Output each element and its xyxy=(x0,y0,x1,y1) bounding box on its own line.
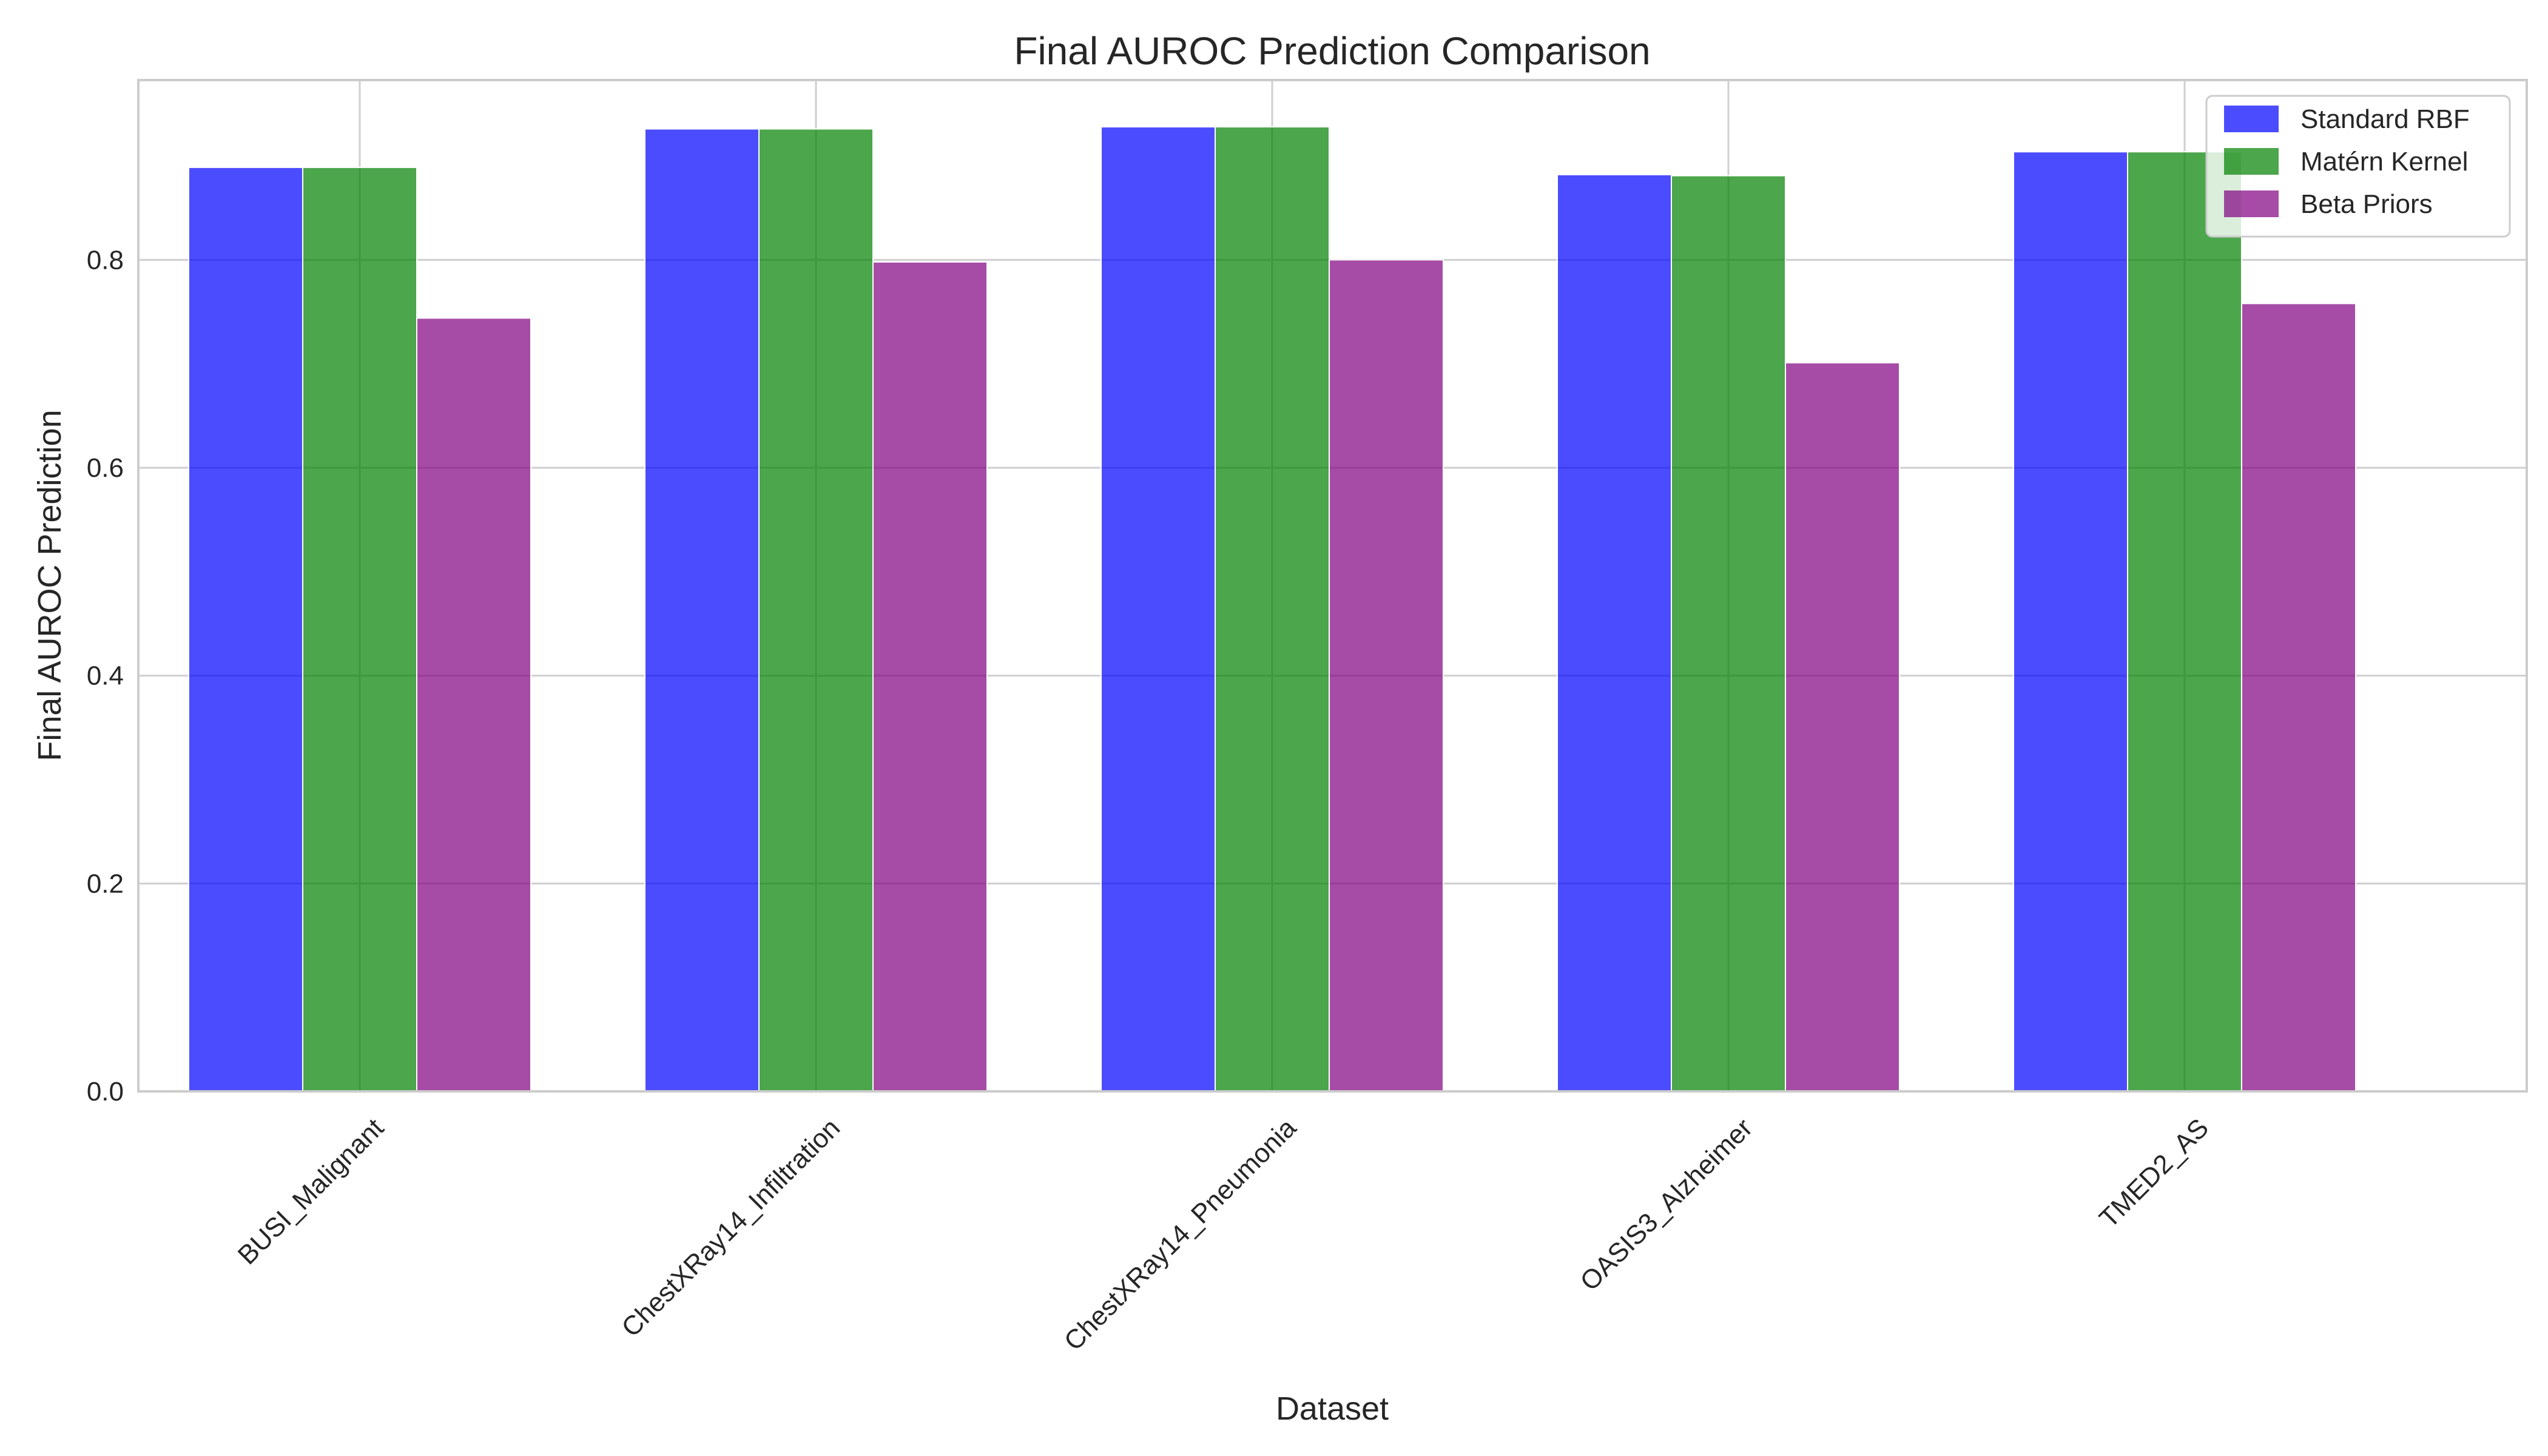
bar xyxy=(416,317,531,1092)
x-tick-label: BUSI_Malignant xyxy=(232,1113,389,1270)
y-tick-label: 0.2 xyxy=(87,869,124,898)
legend-items: Standard RBF Matérn Kernel Beta Priors xyxy=(2224,104,2470,219)
bar xyxy=(1671,175,1786,1092)
x-ticks: BUSI_Malignant ChestXRay14_Infiltration Ch… xyxy=(232,1113,2214,1357)
y-tick-label: 0.4 xyxy=(87,661,124,691)
bar xyxy=(644,128,760,1093)
x-axis-label: Dataset xyxy=(1276,1390,1389,1427)
bar xyxy=(1215,126,1330,1093)
bar xyxy=(2241,303,2356,1092)
legend-swatch xyxy=(2224,148,2279,175)
legend-swatch xyxy=(2224,106,2279,132)
bar xyxy=(758,128,874,1093)
bar xyxy=(1100,126,1216,1093)
bars-layer xyxy=(188,126,2356,1093)
bar xyxy=(872,261,988,1092)
legend-label: Matérn Kernel xyxy=(2300,147,2468,177)
x-tick-label: OASIS3_Alzheimer xyxy=(1574,1113,1758,1296)
bar xyxy=(2127,151,2242,1092)
bar xyxy=(1557,174,1672,1092)
x-tick-label: TMED2_AS xyxy=(2094,1113,2214,1233)
bar xyxy=(188,166,303,1092)
bar xyxy=(2013,151,2128,1092)
y-tick-label: 0.8 xyxy=(87,245,124,275)
y-tick-label: 0.6 xyxy=(87,453,124,483)
chart-title: Final AUROC Prediction Comparison xyxy=(1014,29,1650,73)
x-tick-label: ChestXRay14_Pneumonia xyxy=(1059,1113,1303,1357)
legend-frame xyxy=(2205,95,2511,238)
y-axis-label: Final AUROC Prediction xyxy=(32,410,68,761)
legend: Standard RBF Matérn Kernel Beta Priors xyxy=(2205,95,2511,238)
bar xyxy=(302,166,417,1092)
bar xyxy=(1785,362,1900,1092)
bar xyxy=(1329,259,1444,1092)
y-tick-label: 0.0 xyxy=(87,1077,124,1107)
plot-frame xyxy=(137,79,2528,1093)
x-tick-label: ChestXRay14_Infiltration xyxy=(616,1113,846,1343)
legend-label: Beta Priors xyxy=(2300,189,2433,219)
legend-swatch xyxy=(2224,190,2279,217)
legend-label: Standard RBF xyxy=(2300,104,2470,134)
y-ticks: 0.0 0.2 0.4 0.6 0.8 xyxy=(87,245,124,1107)
